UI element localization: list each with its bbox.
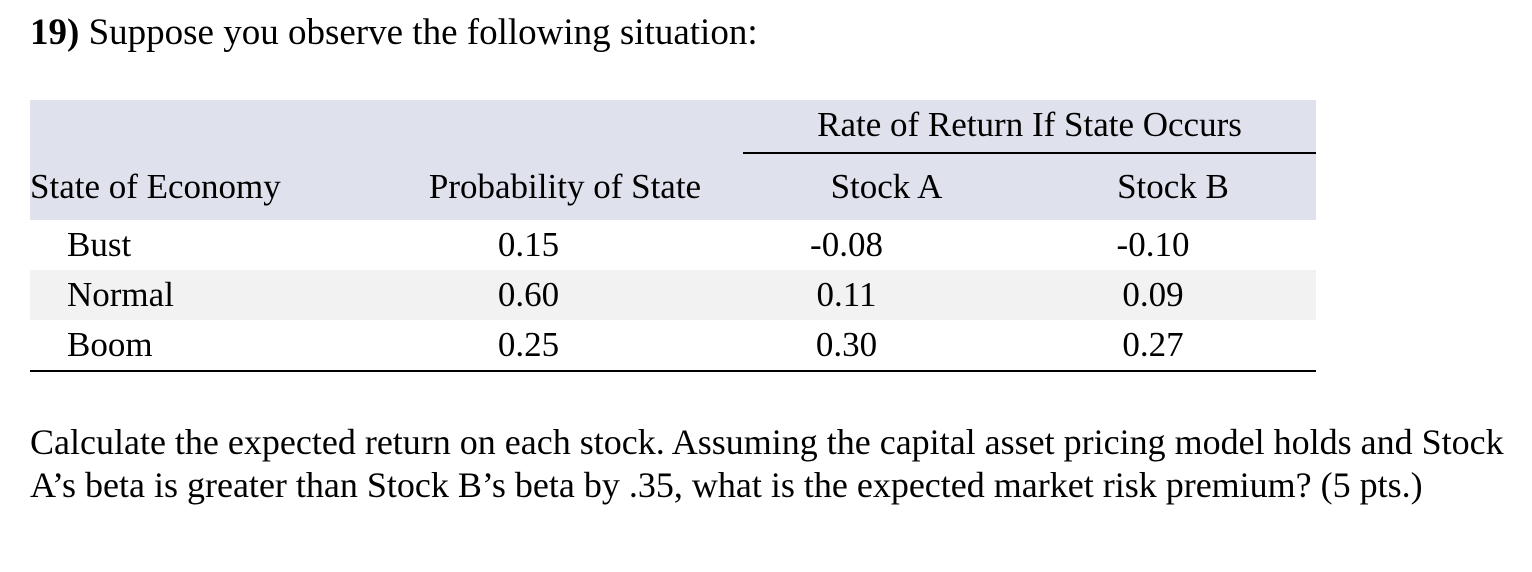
cell-probability: 0.15 — [497, 225, 560, 264]
group-header-cell: Rate of Return If State Occurs — [743, 100, 1316, 154]
cell-state: Bust — [67, 225, 132, 264]
table-row: Normal 0.60 0.11 0.09 — [30, 270, 1316, 320]
group-header-spacer — [387, 100, 743, 154]
returns-table: Rate of Return If State Occurs State of … — [30, 100, 1316, 372]
cell-state: Normal — [67, 275, 174, 314]
question-title: 19) Suppose you observe the following si… — [30, 10, 758, 56]
column-header-probability: Probability of State — [428, 167, 702, 206]
cell-probability: 0.25 — [387, 320, 743, 372]
table-header: Rate of Return If State Occurs State of … — [30, 100, 1316, 220]
column-header-stock-a: Stock A — [830, 167, 943, 206]
cell-stock-b: 0.09 — [1122, 275, 1184, 314]
group-header-row: Rate of Return If State Occurs — [30, 100, 1316, 154]
question-number: 19) — [30, 12, 80, 53]
group-header-spacer — [30, 100, 387, 154]
table-row: Bust 0.15 -0.08 -0.10 — [30, 220, 1316, 270]
cell-state: Boom — [30, 320, 387, 372]
cell-stock-b: 0.27 — [1030, 320, 1316, 372]
question-intro: Suppose you observe the following situat… — [88, 12, 758, 53]
cell-probability: 0.60 — [497, 275, 560, 314]
cell-stock-b: -0.10 — [1116, 225, 1190, 264]
rate-of-return-group-label: Rate of Return If State Occurs — [743, 100, 1316, 154]
cell-stock-a: 0.30 — [743, 320, 1030, 372]
table-body: Bust 0.15 -0.08 -0.10 Normal 0.60 0.11 0… — [30, 220, 1316, 372]
cell-stock-a: -0.08 — [810, 225, 883, 264]
returns-table-container: Rate of Return If State Occurs State of … — [30, 100, 1316, 372]
table-row: Boom 0.25 0.30 0.27 — [30, 320, 1316, 372]
question-body: Calculate the expected return on each st… — [30, 422, 1504, 505]
column-header-state: State of Economy — [30, 167, 281, 206]
column-header-row: State of Economy Probability of State St… — [30, 154, 1316, 220]
cell-stock-a: 0.11 — [816, 275, 877, 314]
column-header-stock-b: Stock B — [1117, 167, 1229, 206]
